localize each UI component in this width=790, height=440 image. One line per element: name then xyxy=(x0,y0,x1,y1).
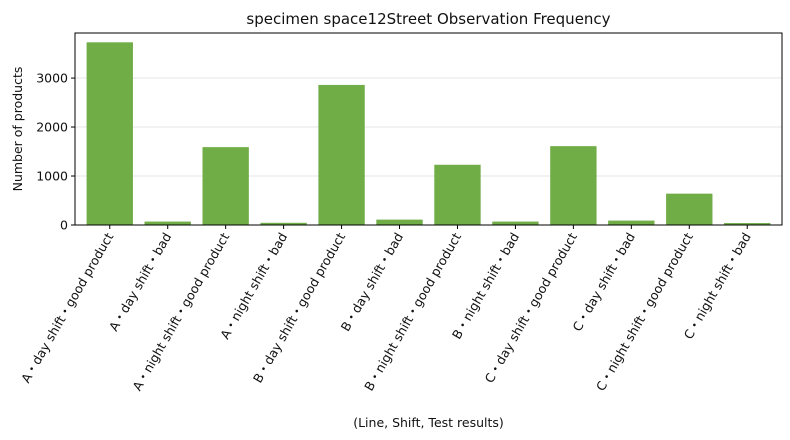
plot-area-frame xyxy=(74,32,783,226)
bar xyxy=(666,193,713,225)
x-axis-label: (Line, Shift, Test results) xyxy=(353,415,504,430)
bar xyxy=(86,42,133,225)
bar xyxy=(492,221,539,225)
bar xyxy=(202,147,249,225)
bar xyxy=(260,222,307,225)
grid-lines xyxy=(75,77,782,177)
chart-title: specimen space12Street Observation Frequ… xyxy=(246,10,610,28)
bar xyxy=(550,146,597,225)
y-tick-label: 0 xyxy=(60,218,68,233)
bar xyxy=(318,84,365,225)
y-tick-label: 3000 xyxy=(36,71,68,86)
bar xyxy=(724,223,771,225)
y-tick-label: 1000 xyxy=(36,169,68,184)
bar xyxy=(608,220,655,225)
bar xyxy=(434,164,481,225)
bar xyxy=(376,219,423,225)
y-axis-ticks: 0 1000 2000 3000 xyxy=(36,71,75,233)
bars xyxy=(86,42,771,225)
bar xyxy=(144,221,191,225)
y-tick-label: 2000 xyxy=(36,120,68,135)
y-axis-label: Number of products xyxy=(10,67,25,192)
